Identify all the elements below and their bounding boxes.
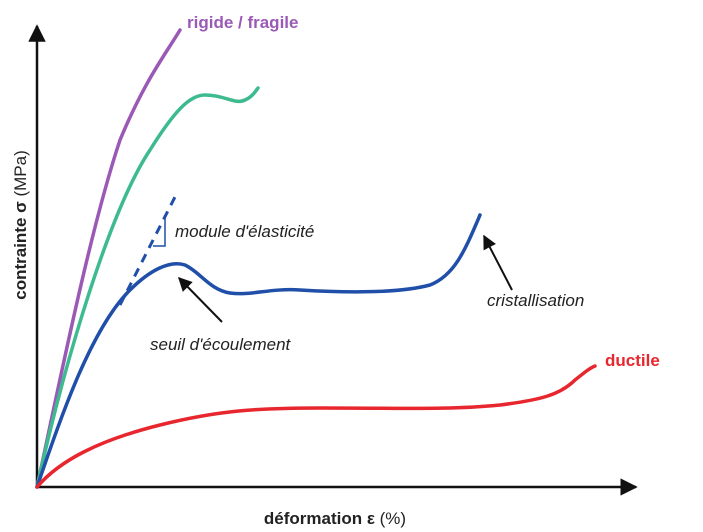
slope-triangle <box>153 215 166 247</box>
curve-fragile <box>35 28 182 489</box>
x-label: déformation ε <box>264 509 375 528</box>
annotation: module d'élasticité <box>175 222 314 241</box>
curve-label: ductile <box>605 351 660 370</box>
y-unit: (MPa) <box>11 150 30 196</box>
arrow <box>483 234 513 291</box>
y-label: contrainte σ <box>11 201 30 300</box>
arrow <box>178 276 223 323</box>
x-axis-label: déformation ε (%) <box>264 509 406 528</box>
curve-blue <box>35 213 482 489</box>
modulus-tangent <box>118 194 178 306</box>
curve-ductile <box>35 364 597 489</box>
curve-green <box>35 86 260 489</box>
curve-label: rigide / fragile <box>187 13 298 32</box>
x-unit: (%) <box>380 509 406 528</box>
annotation: seuil d'écoulement <box>150 335 292 354</box>
y-axis-label: contrainte σ (MPa) <box>11 150 30 300</box>
annotation: cristallisation <box>487 291 584 310</box>
